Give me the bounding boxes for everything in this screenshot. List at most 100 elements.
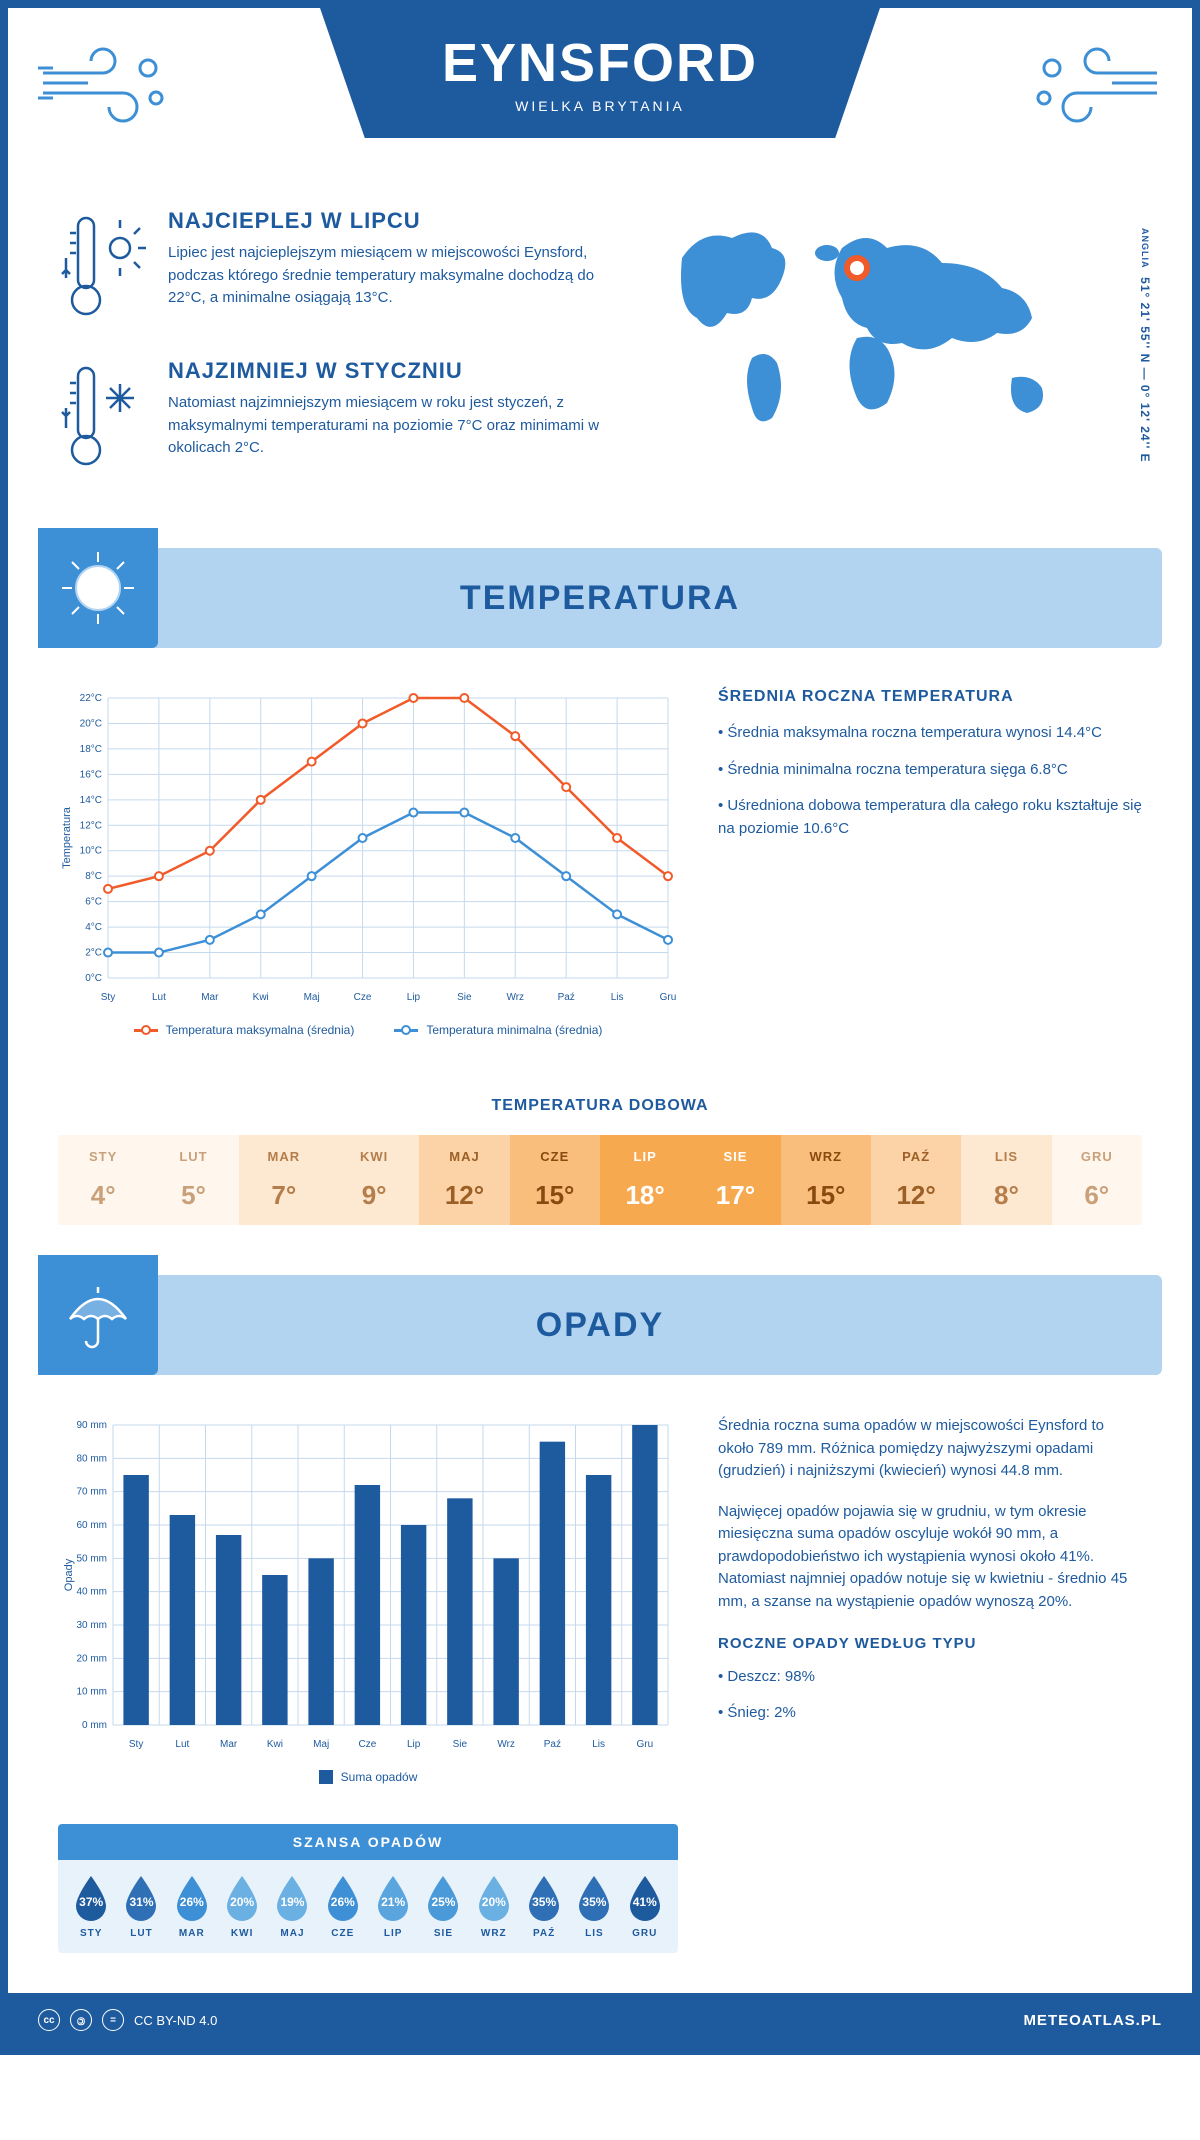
map-marker-icon xyxy=(847,258,867,278)
chance-cell: 19%MAJ xyxy=(267,1874,317,1939)
svg-text:Maj: Maj xyxy=(304,992,320,1003)
daily-cell: SIE17° xyxy=(690,1135,780,1225)
precipitation-banner: OPADY xyxy=(38,1275,1162,1375)
svg-text:Maj: Maj xyxy=(313,1739,329,1750)
svg-text:4°C: 4°C xyxy=(85,922,102,933)
svg-text:Lut: Lut xyxy=(152,992,166,1003)
precip-p1: Średnia roczna suma opadów w miejscowośc… xyxy=(718,1415,1142,1483)
svg-text:16°C: 16°C xyxy=(80,769,102,780)
svg-text:70 mm: 70 mm xyxy=(76,1487,107,1498)
daily-cell: LIS8° xyxy=(961,1135,1051,1225)
chance-cell: 20%KWI xyxy=(217,1874,267,1939)
temperature-info: ŚREDNIA ROCZNA TEMPERATURA • Średnia mak… xyxy=(718,688,1142,1037)
svg-text:Sty: Sty xyxy=(129,1739,143,1750)
svg-text:20 mm: 20 mm xyxy=(76,1653,107,1664)
svg-text:20°C: 20°C xyxy=(80,718,102,729)
world-map-icon xyxy=(652,208,1092,448)
svg-text:Paź: Paź xyxy=(544,1739,561,1750)
svg-text:Lut: Lut xyxy=(175,1739,189,1750)
svg-text:Lip: Lip xyxy=(407,1739,421,1750)
svg-text:0°C: 0°C xyxy=(85,973,102,984)
precip-p2: Najwięcej opadów pojawia się w grudniu, … xyxy=(718,1501,1142,1614)
chance-cell: 26%MAR xyxy=(167,1874,217,1939)
svg-text:50 mm: 50 mm xyxy=(76,1553,107,1564)
svg-text:Kwi: Kwi xyxy=(267,1739,283,1750)
daily-cell: LUT5° xyxy=(148,1135,238,1225)
coordinates: ANGLIA 51° 21' 55'' N — 0° 12' 24'' E xyxy=(1138,228,1152,463)
intro-section: NAJCIEPLEJ W LIPCU Lipiec jest najcieple… xyxy=(8,188,1192,548)
temp-info-heading: ŚREDNIA ROCZNA TEMPERATURA xyxy=(718,688,1142,706)
daily-cell: STY4° xyxy=(58,1135,148,1225)
temperature-title: TEMPERATURA xyxy=(38,579,1162,618)
svg-text:8°C: 8°C xyxy=(85,871,102,882)
precipitation-title: OPADY xyxy=(38,1306,1162,1345)
svg-text:Temperatura: Temperatura xyxy=(61,806,73,869)
thermometer-cold-icon xyxy=(58,358,148,478)
svg-text:0 mm: 0 mm xyxy=(82,1720,107,1731)
svg-text:Opady: Opady xyxy=(63,1558,75,1591)
header: EYNSFORD WIELKA BRYTANIA xyxy=(8,8,1192,188)
nd-icon: = xyxy=(102,2009,124,2031)
daily-temp-table: STY4°LUT5°MAR7°KWI9°MAJ12°CZE15°LIP18°SI… xyxy=(58,1135,1142,1225)
chance-box: SZANSA OPADÓW 37%STY31%LUT26%MAR20%KWI19… xyxy=(58,1824,678,1953)
daily-cell: WRZ15° xyxy=(781,1135,871,1225)
svg-text:Paź: Paź xyxy=(558,992,575,1003)
svg-text:10 mm: 10 mm xyxy=(76,1687,107,1698)
svg-text:Wrz: Wrz xyxy=(497,1739,515,1750)
svg-text:60 mm: 60 mm xyxy=(76,1520,107,1531)
sun-icon xyxy=(38,528,158,648)
chance-cell: 35%PAŹ xyxy=(519,1874,569,1939)
chance-cell: 21%LIP xyxy=(368,1874,418,1939)
title-banner: EYNSFORD WIELKA BRYTANIA xyxy=(320,8,880,138)
svg-text:Cze: Cze xyxy=(354,992,372,1003)
svg-text:2°C: 2°C xyxy=(85,948,102,959)
svg-text:18°C: 18°C xyxy=(80,744,102,755)
thermometer-hot-icon xyxy=(58,208,148,328)
svg-text:Mar: Mar xyxy=(201,992,219,1003)
chance-cell: 37%STY xyxy=(66,1874,116,1939)
daily-cell: GRU6° xyxy=(1052,1135,1142,1225)
chance-cell: 25%SIE xyxy=(418,1874,468,1939)
daily-cell: MAJ12° xyxy=(419,1135,509,1225)
svg-text:Sie: Sie xyxy=(453,1739,468,1750)
daily-cell: PAŹ12° xyxy=(871,1135,961,1225)
temp-bullet: • Średnia maksymalna roczna temperatura … xyxy=(718,722,1142,745)
chance-cell: 31%LUT xyxy=(116,1874,166,1939)
svg-text:Lip: Lip xyxy=(407,992,421,1003)
footer: cc 🄯 = CC BY-ND 4.0 METEOATLAS.PL xyxy=(8,1993,1192,2047)
temperature-chart: 0°C2°C4°C6°C8°C10°C12°C14°C16°C18°C20°C2… xyxy=(58,688,678,1037)
cold-text: Natomiast najzimniejszym miesiącem w rok… xyxy=(168,392,612,460)
svg-text:Sie: Sie xyxy=(457,992,472,1003)
legend-max: Temperatura maksymalna (średnia) xyxy=(134,1023,355,1037)
warm-heading: NAJCIEPLEJ W LIPCU xyxy=(168,208,612,234)
daily-heading: TEMPERATURA DOBOWA xyxy=(8,1097,1192,1115)
umbrella-icon xyxy=(38,1255,158,1375)
svg-text:Gru: Gru xyxy=(637,1739,654,1750)
svg-text:30 mm: 30 mm xyxy=(76,1620,107,1631)
svg-text:12°C: 12°C xyxy=(80,820,102,831)
chance-heading: SZANSA OPADÓW xyxy=(58,1824,678,1860)
page-subtitle: WIELKA BRYTANIA xyxy=(515,98,685,114)
map-block: ANGLIA 51° 21' 55'' N — 0° 12' 24'' E xyxy=(652,208,1142,508)
svg-text:90 mm: 90 mm xyxy=(76,1420,107,1431)
page-title: EYNSFORD xyxy=(442,32,758,94)
svg-text:10°C: 10°C xyxy=(80,846,102,857)
chance-cell: 26%CZE xyxy=(318,1874,368,1939)
svg-text:40 mm: 40 mm xyxy=(76,1587,107,1598)
precip-type: • Śnieg: 2% xyxy=(718,1702,1142,1725)
brand: METEOATLAS.PL xyxy=(1023,2012,1162,2029)
svg-text:Mar: Mar xyxy=(220,1739,238,1750)
daily-cell: MAR7° xyxy=(239,1135,329,1225)
svg-text:Lis: Lis xyxy=(592,1739,605,1750)
cold-heading: NAJZIMNIEJ W STYCZNIU xyxy=(168,358,612,384)
svg-text:Kwi: Kwi xyxy=(253,992,269,1003)
chance-cell: 20%WRZ xyxy=(469,1874,519,1939)
svg-text:Cze: Cze xyxy=(358,1739,376,1750)
temp-bullet: • Uśredniona dobowa temperatura dla całe… xyxy=(718,795,1142,840)
svg-text:Sty: Sty xyxy=(101,992,115,1003)
svg-text:Wrz: Wrz xyxy=(506,992,524,1003)
svg-text:80 mm: 80 mm xyxy=(76,1453,107,1464)
precip-legend: Suma opadów xyxy=(319,1770,418,1784)
coldest-block: NAJZIMNIEJ W STYCZNIU Natomiast najzimni… xyxy=(58,358,612,478)
svg-text:6°C: 6°C xyxy=(85,897,102,908)
